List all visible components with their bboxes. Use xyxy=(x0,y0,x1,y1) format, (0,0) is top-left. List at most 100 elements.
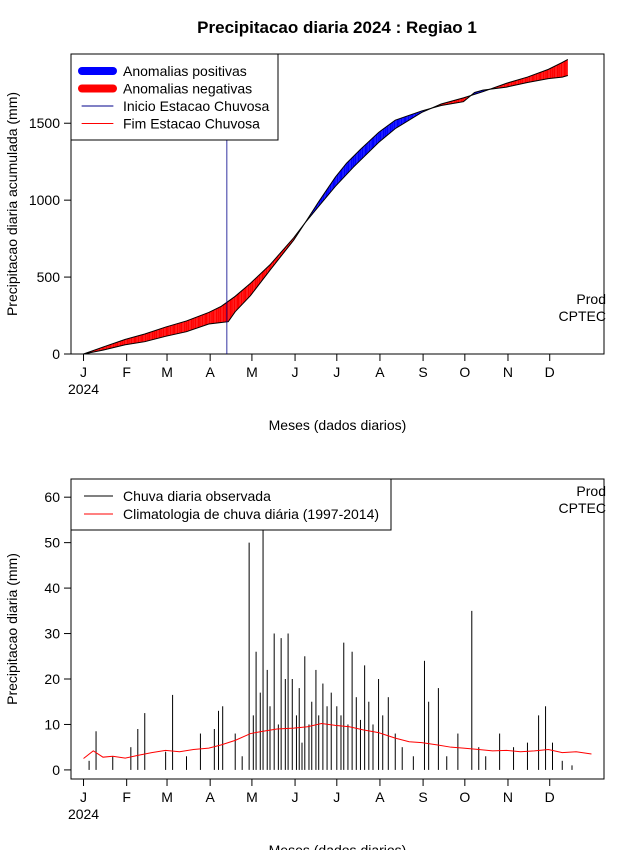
positive-anomaly-area xyxy=(379,130,382,142)
negative-anomaly-area xyxy=(139,335,141,343)
negative-anomaly-area xyxy=(143,334,145,342)
legend-label: Climatologia de chuva diária (1997-2014) xyxy=(123,506,379,522)
plot-frame xyxy=(70,53,605,355)
negative-anomaly-area xyxy=(243,287,245,303)
positive-anomaly-area xyxy=(335,175,337,187)
positive-anomaly-area xyxy=(396,119,399,128)
x-tick-label: A xyxy=(375,789,385,805)
negative-anomaly-area xyxy=(207,312,209,325)
negative-anomaly-area xyxy=(537,72,539,81)
positive-anomaly-area xyxy=(407,115,410,121)
negative-anomaly-area xyxy=(189,319,191,331)
y-tick-label: 0 xyxy=(52,762,60,778)
negative-anomaly-area xyxy=(128,338,130,345)
positive-anomaly-area xyxy=(360,148,362,161)
negative-anomaly-area xyxy=(242,289,244,305)
negative-anomaly-area xyxy=(257,275,259,287)
negative-anomaly-area xyxy=(528,76,531,83)
positive-anomaly-area xyxy=(388,124,390,135)
negative-anomaly-area xyxy=(215,308,218,324)
positive-anomaly-area xyxy=(386,125,389,136)
negative-anomaly-area xyxy=(211,310,213,324)
negative-anomaly-area xyxy=(203,314,205,326)
positive-anomaly-area xyxy=(391,122,393,133)
positive-anomaly-area xyxy=(403,116,405,124)
negative-anomaly-area xyxy=(229,299,232,320)
negative-anomaly-area xyxy=(565,60,567,77)
positive-anomaly-area xyxy=(375,133,378,146)
negative-anomaly-area xyxy=(104,346,106,350)
negative-anomaly-area xyxy=(505,83,507,88)
positive-anomaly-area xyxy=(332,179,335,190)
y-tick-label: 30 xyxy=(44,626,60,642)
legend-box xyxy=(70,478,392,531)
negative-anomaly-area xyxy=(558,63,560,78)
positive-anomaly-area xyxy=(399,118,401,127)
positive-anomaly-area xyxy=(343,164,346,178)
negative-anomaly-area xyxy=(185,320,187,332)
negative-anomaly-area xyxy=(224,303,226,323)
negative-anomaly-area xyxy=(519,79,521,85)
negative-anomaly-area xyxy=(144,333,147,342)
positive-anomaly-area xyxy=(349,159,351,172)
positive-anomaly-area xyxy=(338,171,340,184)
positive-anomaly-area xyxy=(402,117,404,125)
x-tick-label: J xyxy=(292,789,299,805)
negative-anomaly-area xyxy=(154,330,156,340)
negative-anomaly-area xyxy=(114,342,116,348)
negative-anomaly-area xyxy=(186,320,188,332)
negative-anomaly-area xyxy=(527,76,529,83)
negative-anomaly-area xyxy=(214,309,216,324)
positive-anomaly-area xyxy=(352,156,354,169)
negative-anomaly-area xyxy=(232,297,234,316)
positive-anomaly-area xyxy=(392,121,394,131)
x-tick-label: O xyxy=(459,364,470,380)
positive-anomaly-area xyxy=(353,154,355,168)
negative-anomaly-area xyxy=(460,98,463,103)
positive-anomaly-area xyxy=(377,132,379,144)
positive-anomaly-area xyxy=(393,120,396,130)
positive-anomaly-area xyxy=(357,150,360,163)
negative-anomaly-area xyxy=(183,321,186,333)
negative-anomaly-area xyxy=(146,333,148,342)
y-tick-label: 60 xyxy=(44,489,60,505)
positive-anomaly-area xyxy=(329,183,332,193)
negative-anomaly-area xyxy=(545,69,547,80)
negative-anomaly-area xyxy=(212,309,215,324)
y-tick-label: 40 xyxy=(44,580,60,596)
positive-anomaly-area xyxy=(378,131,380,143)
y-tick-label: 50 xyxy=(44,535,60,551)
negative-anomaly-area xyxy=(530,75,532,82)
negative-anomaly-area xyxy=(239,291,241,308)
negative-anomaly-area xyxy=(201,314,204,327)
figure-title: Precipitacao diaria 2024 : Regiao 1 xyxy=(197,18,477,37)
negative-anomaly-area xyxy=(175,323,177,335)
negative-anomaly-area xyxy=(187,319,190,332)
plot-area xyxy=(83,529,592,770)
negative-anomaly-area xyxy=(196,316,198,329)
negative-anomaly-area xyxy=(147,332,149,341)
negative-anomaly-area xyxy=(506,82,508,88)
negative-anomaly-area xyxy=(107,345,109,350)
negative-anomaly-area xyxy=(555,65,557,78)
y-tick-label: 0 xyxy=(52,346,60,362)
x-tick-label: F xyxy=(122,789,131,805)
positive-anomaly-area xyxy=(331,181,333,192)
positive-anomaly-area xyxy=(400,117,403,126)
x-tick-label: D xyxy=(545,789,555,805)
negative-anomaly-area xyxy=(168,325,170,336)
negative-anomaly-area xyxy=(116,341,119,347)
negative-anomaly-area xyxy=(108,344,110,349)
negative-anomaly-area xyxy=(176,323,179,334)
watermark-line: Prod xyxy=(576,483,606,499)
x-tick-label: A xyxy=(205,789,215,805)
y-tick-label: 500 xyxy=(37,269,61,285)
y-tick-label: 10 xyxy=(44,716,60,732)
negative-anomaly-area xyxy=(459,98,461,103)
negative-anomaly-area xyxy=(219,306,222,323)
negative-anomaly-area xyxy=(263,270,265,280)
negative-anomaly-area xyxy=(162,327,165,338)
x-tick-label: M xyxy=(161,364,173,380)
negative-anomaly-area xyxy=(261,271,264,282)
